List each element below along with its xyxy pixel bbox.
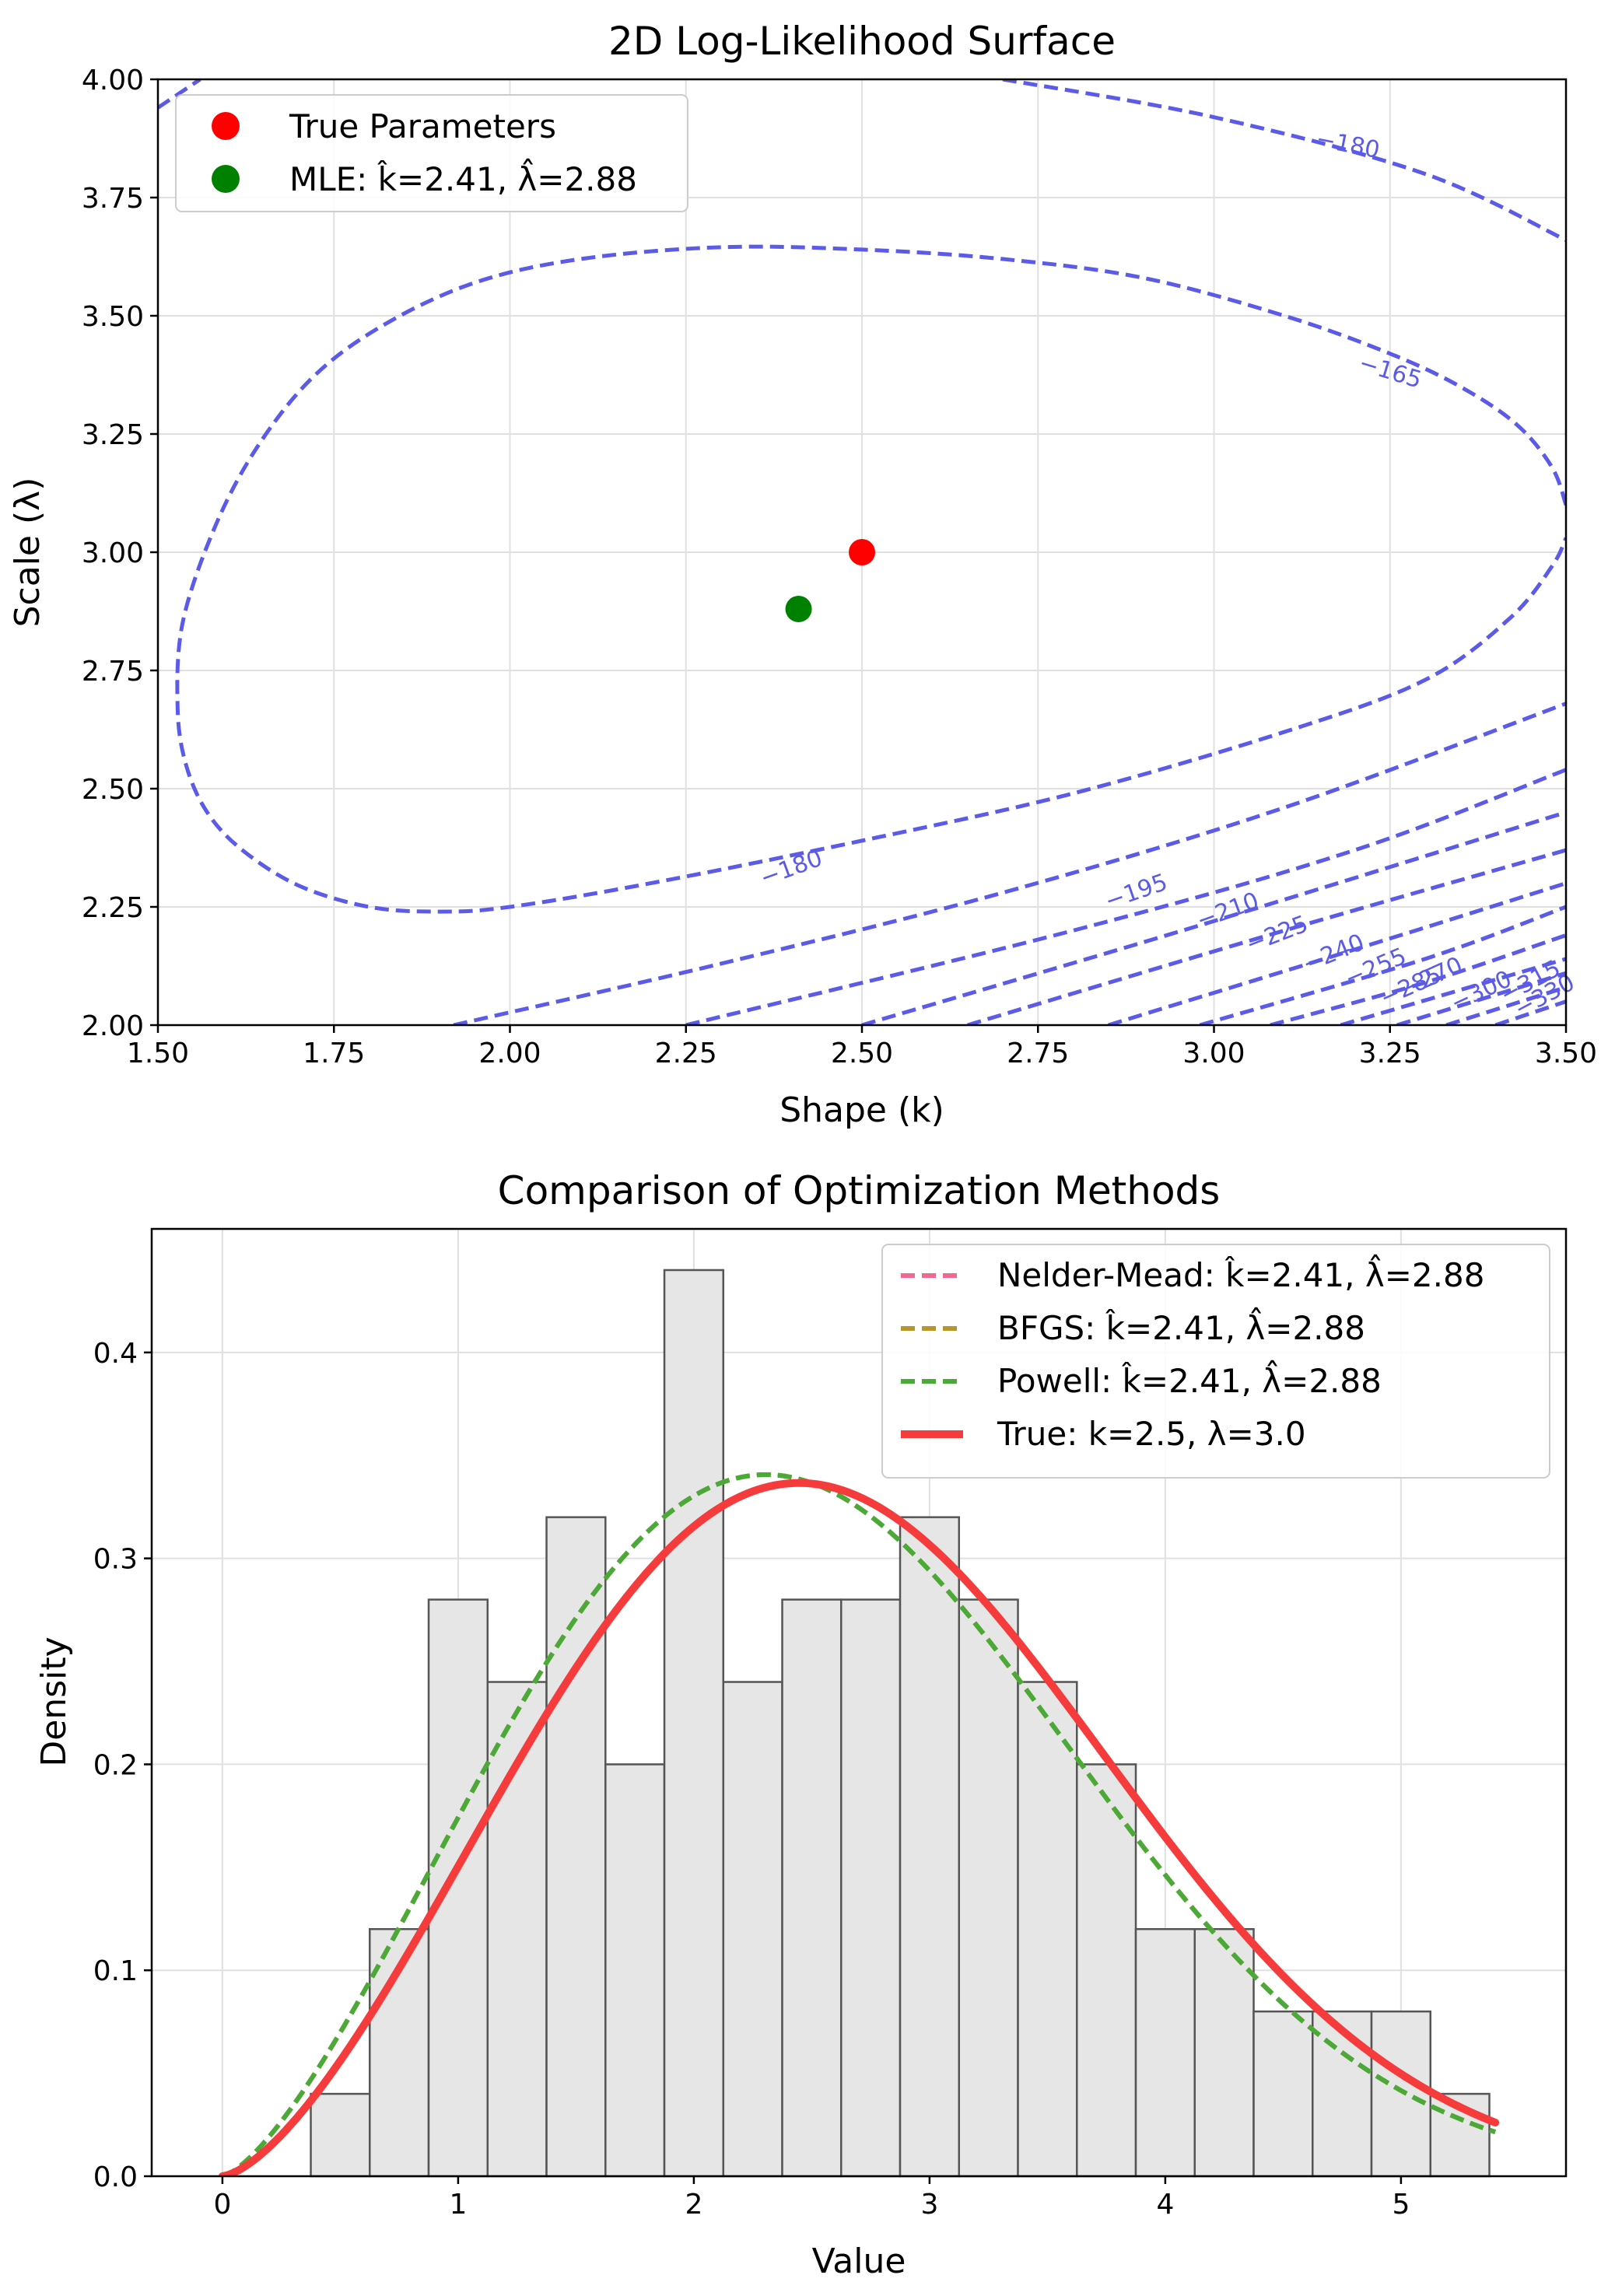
contour-y-tick-label-3: 2.75 xyxy=(82,656,144,688)
legend-true-parameters-marker xyxy=(212,112,240,140)
histogram-bar-18 xyxy=(1370,2010,1432,2178)
histogram-legend-label-1: BFGS: k̂=2.41, λ̂=2.88 xyxy=(997,1307,1365,1347)
histogram-bar-0 xyxy=(310,2092,371,2178)
contour-panel: 2D Log-Likelihood Surface −180−165−180 −1… xyxy=(8,19,1597,1130)
histogram-legend-label-0: Nelder-Mead: k̂=2.41, λ̂=2.88 xyxy=(997,1254,1484,1294)
contour-line-9 xyxy=(1270,933,1566,1025)
histogram-x-axis-label: Value xyxy=(812,2242,906,2281)
contour-y-tick-label-1: 2.25 xyxy=(82,892,144,924)
histogram-x-tick-label-2: 2 xyxy=(685,2189,702,2221)
histogram-bar-10 xyxy=(899,1516,961,2178)
mle-marker xyxy=(785,595,812,622)
contour-legend: True Parameters MLE: k̂=2.41, λ̂=2.88 xyxy=(175,94,688,212)
contour-x-axis-label: Shape (k) xyxy=(779,1090,944,1130)
contour-y-axis-label: Scale (λ) xyxy=(8,478,47,628)
histogram-legend-box xyxy=(881,1244,1550,1479)
density-curves xyxy=(218,1472,1500,2176)
histogram-y-axis: 0.0 0.1 0.2 0.3 0.4 xyxy=(93,1338,152,2193)
contour-y-axis: 2.00 2.25 2.50 2.75 3.00 3.25 3.50 3.75 4.00 xyxy=(82,65,158,1042)
contour-x-tick-label-5: 2.75 xyxy=(1007,1038,1069,1069)
contour-x-tick-label-3: 2.25 xyxy=(655,1038,717,1069)
contour-y-tick-label-7: 3.75 xyxy=(82,183,144,215)
histogram-y-tick-label-0: 0.0 xyxy=(93,2161,138,2193)
contour-line-8 xyxy=(1199,905,1566,1025)
histogram-y-tick-label-3: 0.3 xyxy=(93,1544,138,1576)
contour-x-tick-label-2: 2.00 xyxy=(478,1038,541,1069)
contour-x-tick-label-0: 1.50 xyxy=(127,1038,189,1069)
contour-line-5 xyxy=(861,810,1566,1025)
contour-line-4 xyxy=(685,768,1566,1025)
contour-y-tick-label-8: 4.00 xyxy=(82,65,144,96)
histogram-title: Comparison of Optimization Methods xyxy=(498,1168,1221,1213)
contour-x-tick-label-8: 3.50 xyxy=(1535,1038,1597,1069)
histogram-bar-6 xyxy=(663,1269,725,2178)
histogram-bar-15 xyxy=(1193,1928,1255,2178)
histogram-x-axis: 0 1 2 3 4 5 xyxy=(213,2176,1410,2221)
contour-line-11 xyxy=(1396,971,1566,1025)
contour-title: 2D Log-Likelihood Surface xyxy=(608,19,1116,64)
histogram-legend-label-2: Powell: k̂=2.41, λ̂=2.88 xyxy=(997,1360,1382,1400)
histogram-bar-14 xyxy=(1134,1928,1196,2178)
histogram-panel: Comparison of Optimization Methods 0 1 2 3 4… xyxy=(34,1168,1568,2281)
histogram-bar-11 xyxy=(958,1598,1019,2178)
contour-line-7 xyxy=(1108,881,1566,1025)
contour-y-tick-label-2: 2.50 xyxy=(82,774,144,806)
contour-y-tick-label-4: 3.00 xyxy=(82,537,144,569)
histogram-x-tick-label-0: 0 xyxy=(213,2189,231,2221)
histogram-legend-label-3: True: k=2.5, λ=3.0 xyxy=(997,1415,1306,1453)
histogram-bar-2 xyxy=(427,1598,489,2178)
histogram-x-tick-label-1: 1 xyxy=(449,2189,467,2221)
histogram-bar-7 xyxy=(722,1681,783,2178)
histogram-legend: Nelder-Mead: k̂=2.41, λ̂=2.88 BFGS: k̂=2.… xyxy=(881,1244,1550,1479)
histogram-y-tick-label-4: 0.4 xyxy=(93,1338,138,1370)
contour-x-axis: 1.50 1.75 2.00 2.25 2.50 2.75 3.00 3.25 3.50 xyxy=(127,1025,1597,1069)
histogram-y-tick-label-1: 0.1 xyxy=(93,1955,138,1987)
contour-line-0 xyxy=(175,244,1566,914)
parameter-markers xyxy=(785,539,875,622)
contour-line-13 xyxy=(1494,999,1566,1025)
contour-lines xyxy=(158,79,1566,1025)
histogram-bar-4 xyxy=(545,1516,607,2178)
histogram-bar-13 xyxy=(1076,1763,1137,2178)
contour-line-2 xyxy=(1002,79,1566,242)
legend-mle-label: MLE: k̂=2.41, λ̂=2.88 xyxy=(289,158,637,198)
density-curve-2 xyxy=(221,1472,1497,2176)
contour-y-tick-label-5: 3.25 xyxy=(82,419,144,451)
contour-x-tick-label-6: 3.00 xyxy=(1182,1038,1245,1069)
histogram-bar-12 xyxy=(1017,1681,1078,2178)
contour-line-6 xyxy=(967,848,1566,1025)
contour-x-tick-label-7: 3.25 xyxy=(1359,1038,1421,1069)
histogram-y-tick-label-2: 0.2 xyxy=(93,1749,138,1781)
contour-x-tick-label-1: 1.75 xyxy=(303,1038,365,1069)
contour-line-1 xyxy=(158,79,201,110)
histogram-y-axis-label: Density xyxy=(34,1636,74,1766)
contour-line-10 xyxy=(1340,957,1566,1025)
histogram-axes-frame xyxy=(150,1227,1568,2178)
contour-y-tick-label-6: 3.50 xyxy=(82,301,144,333)
histogram-bar-17 xyxy=(1312,2010,1373,2178)
contour-line-3 xyxy=(453,702,1566,1025)
legend-mle-marker xyxy=(212,165,240,193)
legend-true-parameters-label: True Parameters xyxy=(289,107,556,145)
contour-y-tick-label-0: 2.00 xyxy=(82,1010,144,1042)
histogram-x-tick-label-3: 3 xyxy=(920,2189,938,2221)
histogram-bar-8 xyxy=(781,1598,843,2178)
histogram-bar-16 xyxy=(1252,2010,1314,2178)
contour-legend-box xyxy=(175,94,688,212)
histogram-bars xyxy=(310,1269,1491,2178)
density-curve-3 xyxy=(218,1479,1500,2176)
histogram-x-tick-label-4: 4 xyxy=(1156,2189,1174,2221)
contour-x-tick-label-4: 2.50 xyxy=(831,1038,893,1069)
histogram-bar-9 xyxy=(840,1598,902,2178)
histogram-x-tick-label-5: 5 xyxy=(1392,2189,1410,2221)
true-parameters-marker xyxy=(849,539,875,565)
histogram-bar-5 xyxy=(604,1763,666,2178)
